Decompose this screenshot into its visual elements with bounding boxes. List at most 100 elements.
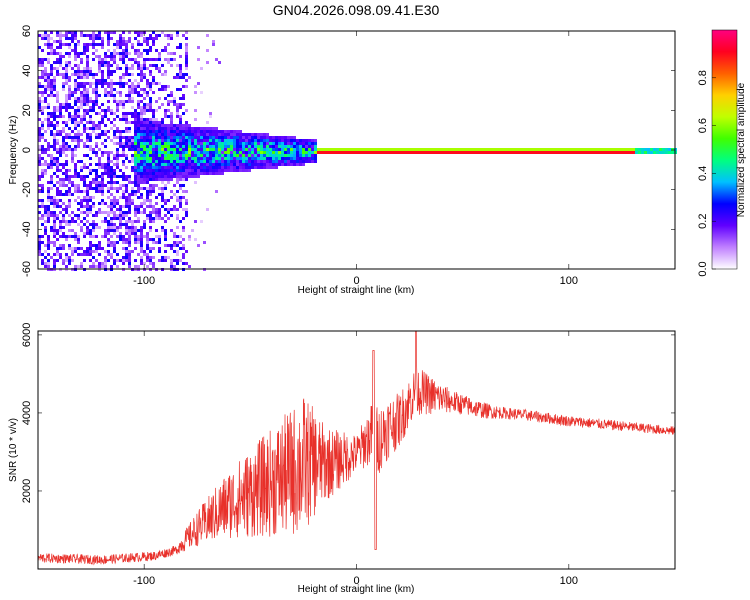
spectrogram-cell xyxy=(146,145,149,148)
spectrogram-cell xyxy=(173,169,176,172)
spectrogram-cell xyxy=(104,232,107,235)
spectrogram-cell xyxy=(431,148,434,151)
spectrogram-cell xyxy=(80,133,83,136)
spectrogram-cell xyxy=(137,220,140,223)
spectrogram-cell xyxy=(77,235,80,238)
spectrogram-cell xyxy=(92,181,95,184)
spectrogram-cell xyxy=(134,91,137,94)
spectrogram-cell xyxy=(62,178,65,181)
spectrogram-cell xyxy=(527,148,530,151)
spectrogram-cell xyxy=(143,235,146,238)
spectrogram-cell xyxy=(500,151,503,154)
spectrogram-cell xyxy=(101,118,104,121)
snr-y-tick-label: 2000 xyxy=(21,479,33,503)
spectrogram-cell xyxy=(245,145,248,148)
spectrogram-cell xyxy=(41,58,44,61)
spectrogram-cell xyxy=(53,112,56,115)
spectrogram-cell xyxy=(47,196,50,199)
spectrogram-cell xyxy=(281,160,284,163)
spectrogram-cell xyxy=(272,163,275,166)
spectrogram-cell xyxy=(59,256,62,259)
spectrogram-cell xyxy=(128,94,131,97)
spectrogram-cell xyxy=(176,31,179,34)
spectrogram-cell xyxy=(53,139,56,142)
spectrogram-cell xyxy=(92,235,95,238)
spectrogram-x-ticks: -100 0 100 xyxy=(133,31,578,287)
spectrogram-cell xyxy=(152,187,155,190)
spectrogram-cell xyxy=(218,172,221,175)
spectrogram-cell xyxy=(167,85,170,88)
spectrogram-cell xyxy=(104,169,107,172)
spectrogram-cell xyxy=(98,31,101,34)
spectrogram-cell xyxy=(137,208,140,211)
spectrogram-y-tick-label: -40 xyxy=(21,221,33,237)
spectrogram-cell xyxy=(149,64,152,67)
spectrogram-cell xyxy=(131,115,134,118)
spectrogram-cell xyxy=(170,139,173,142)
spectrogram-cell xyxy=(248,148,251,151)
spectrogram-cell xyxy=(587,148,590,151)
spectrogram-cell xyxy=(149,121,152,124)
spectrogram-cell xyxy=(77,223,80,226)
spectrogram-cell xyxy=(86,46,89,49)
spectrogram-cell xyxy=(170,175,173,178)
spectrogram-cell xyxy=(137,115,140,118)
spectrogram-cell xyxy=(38,130,41,133)
spectrogram-cell xyxy=(209,169,212,172)
spectrogram-cell xyxy=(167,139,170,142)
spectrogram-cell xyxy=(146,85,149,88)
spectrogram-cell xyxy=(47,253,50,256)
spectrogram-cell xyxy=(47,76,50,79)
spectrogram-cell xyxy=(593,148,596,151)
spectrogram-cell xyxy=(515,151,518,154)
spectrogram-cell xyxy=(410,148,413,151)
spectrogram-cell xyxy=(38,211,41,214)
spectrogram-cell xyxy=(140,52,143,55)
spectrogram-cell xyxy=(272,154,275,157)
spectrogram-cell xyxy=(191,172,194,175)
spectrogram-cell xyxy=(65,256,68,259)
spectrogram-cell xyxy=(188,175,191,178)
spectrogram-cell xyxy=(119,214,122,217)
spectrogram-cell xyxy=(113,133,116,136)
spectrogram-cell xyxy=(71,160,74,163)
spectrogram-cell xyxy=(182,217,185,220)
spectrogram-cell xyxy=(149,157,152,160)
spectrogram-cell xyxy=(275,160,278,163)
spectrogram-cell xyxy=(38,127,41,130)
spectrogram-cell xyxy=(107,211,110,214)
spectrogram-cell xyxy=(71,154,74,157)
spectrogram-cell xyxy=(128,160,131,163)
spectrogram-cell xyxy=(188,166,191,169)
spectrogram-cell xyxy=(107,40,110,43)
spectrogram-cell xyxy=(65,43,68,46)
spectrogram-cell xyxy=(266,166,269,169)
spectrogram-cell xyxy=(110,31,113,34)
spectrogram-cell xyxy=(98,127,101,130)
spectrogram-cell xyxy=(74,250,77,253)
spectrogram-cell xyxy=(53,67,56,70)
spectrogram-cell xyxy=(260,160,263,163)
spectrogram-cell xyxy=(239,139,242,142)
spectrogram-cell xyxy=(137,106,140,109)
spectrogram-cell xyxy=(134,181,137,184)
spectrogram-cell xyxy=(47,154,50,157)
spectrogram-cell xyxy=(74,34,77,37)
spectrogram-cell xyxy=(89,211,92,214)
spectrogram-cell xyxy=(164,214,167,217)
spectrogram-cell xyxy=(101,247,104,250)
spectrogram-cell xyxy=(68,91,71,94)
spectrogram-cell xyxy=(224,151,227,154)
spectrogram-cell xyxy=(158,160,161,163)
spectrogram-cell xyxy=(107,181,110,184)
spectrogram-cell xyxy=(494,148,497,151)
spectrogram-cell xyxy=(53,235,56,238)
spectrogram-cell xyxy=(119,136,122,139)
spectrogram-cell xyxy=(113,61,116,64)
spectrogram-cell xyxy=(215,169,218,172)
spectrogram-cell xyxy=(182,262,185,265)
spectrogram-cell xyxy=(455,148,458,151)
spectrogram-cell xyxy=(65,235,68,238)
spectrogram-cell xyxy=(287,157,290,160)
spectrogram-cell xyxy=(44,130,47,133)
